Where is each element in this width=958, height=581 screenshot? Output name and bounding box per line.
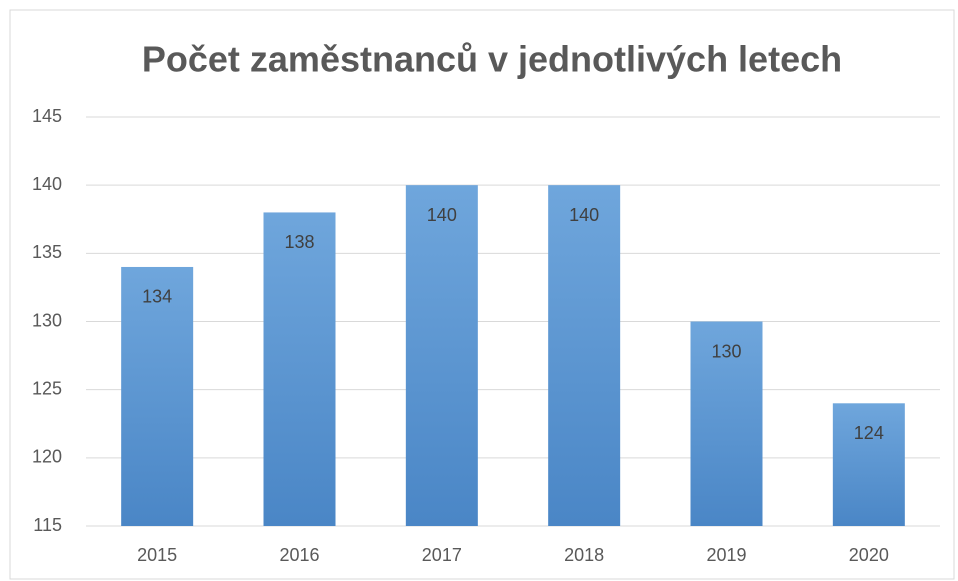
y-tick-label: 145	[32, 106, 62, 126]
x-tick-label: 2016	[279, 545, 319, 565]
data-label: 138	[284, 232, 314, 252]
x-tick-label: 2015	[137, 545, 177, 565]
x-tick-label: 2019	[706, 545, 746, 565]
bar	[121, 266, 194, 526]
y-tick-label: 135	[32, 242, 62, 262]
data-label: 140	[427, 205, 457, 225]
y-tick-label: 140	[32, 174, 62, 194]
x-tick-label: 2020	[849, 545, 889, 565]
data-label: 140	[569, 205, 599, 225]
bar	[832, 403, 905, 526]
x-tick-label: 2018	[564, 545, 604, 565]
data-label: 134	[142, 287, 172, 307]
data-label: 124	[854, 423, 884, 443]
chart-title: Počet zaměstnanců v jednotlivých letech	[142, 39, 842, 80]
bar	[690, 321, 763, 526]
y-tick-label: 115	[33, 515, 62, 535]
bar	[405, 185, 478, 526]
y-tick-label: 120	[32, 447, 62, 467]
y-tick-label: 130	[32, 310, 62, 330]
x-tick-label: 2017	[422, 545, 462, 565]
bar	[263, 212, 336, 526]
data-label: 130	[711, 341, 741, 361]
bar	[548, 185, 621, 526]
y-tick-label: 125	[32, 378, 62, 398]
